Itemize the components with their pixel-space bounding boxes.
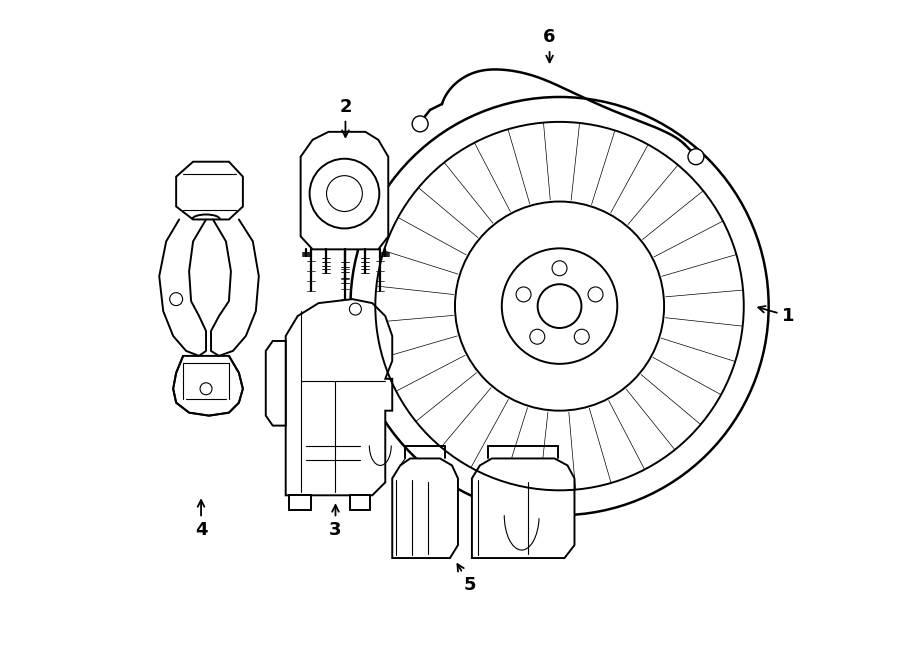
Circle shape — [502, 249, 617, 364]
Circle shape — [574, 329, 590, 344]
Circle shape — [688, 149, 704, 165]
Polygon shape — [301, 132, 388, 249]
Polygon shape — [173, 356, 243, 416]
Text: 6: 6 — [544, 28, 556, 62]
Polygon shape — [176, 162, 243, 219]
Circle shape — [455, 202, 664, 410]
Circle shape — [537, 284, 581, 328]
Circle shape — [530, 329, 544, 344]
Circle shape — [200, 383, 212, 395]
Text: 1: 1 — [759, 306, 795, 325]
Text: 5: 5 — [457, 564, 476, 594]
Circle shape — [412, 116, 428, 132]
Circle shape — [349, 303, 362, 315]
Polygon shape — [350, 495, 370, 510]
Text: 2: 2 — [339, 98, 352, 137]
Circle shape — [552, 261, 567, 276]
Polygon shape — [392, 459, 458, 558]
Circle shape — [516, 287, 531, 302]
Polygon shape — [285, 299, 392, 495]
Text: 4: 4 — [194, 500, 207, 539]
Polygon shape — [289, 495, 310, 510]
Polygon shape — [266, 341, 285, 426]
Circle shape — [588, 287, 603, 302]
Circle shape — [327, 176, 363, 212]
Polygon shape — [396, 481, 412, 555]
Text: 3: 3 — [329, 505, 342, 539]
Circle shape — [170, 293, 183, 305]
Circle shape — [350, 97, 769, 515]
Polygon shape — [472, 459, 574, 558]
Circle shape — [310, 159, 379, 229]
